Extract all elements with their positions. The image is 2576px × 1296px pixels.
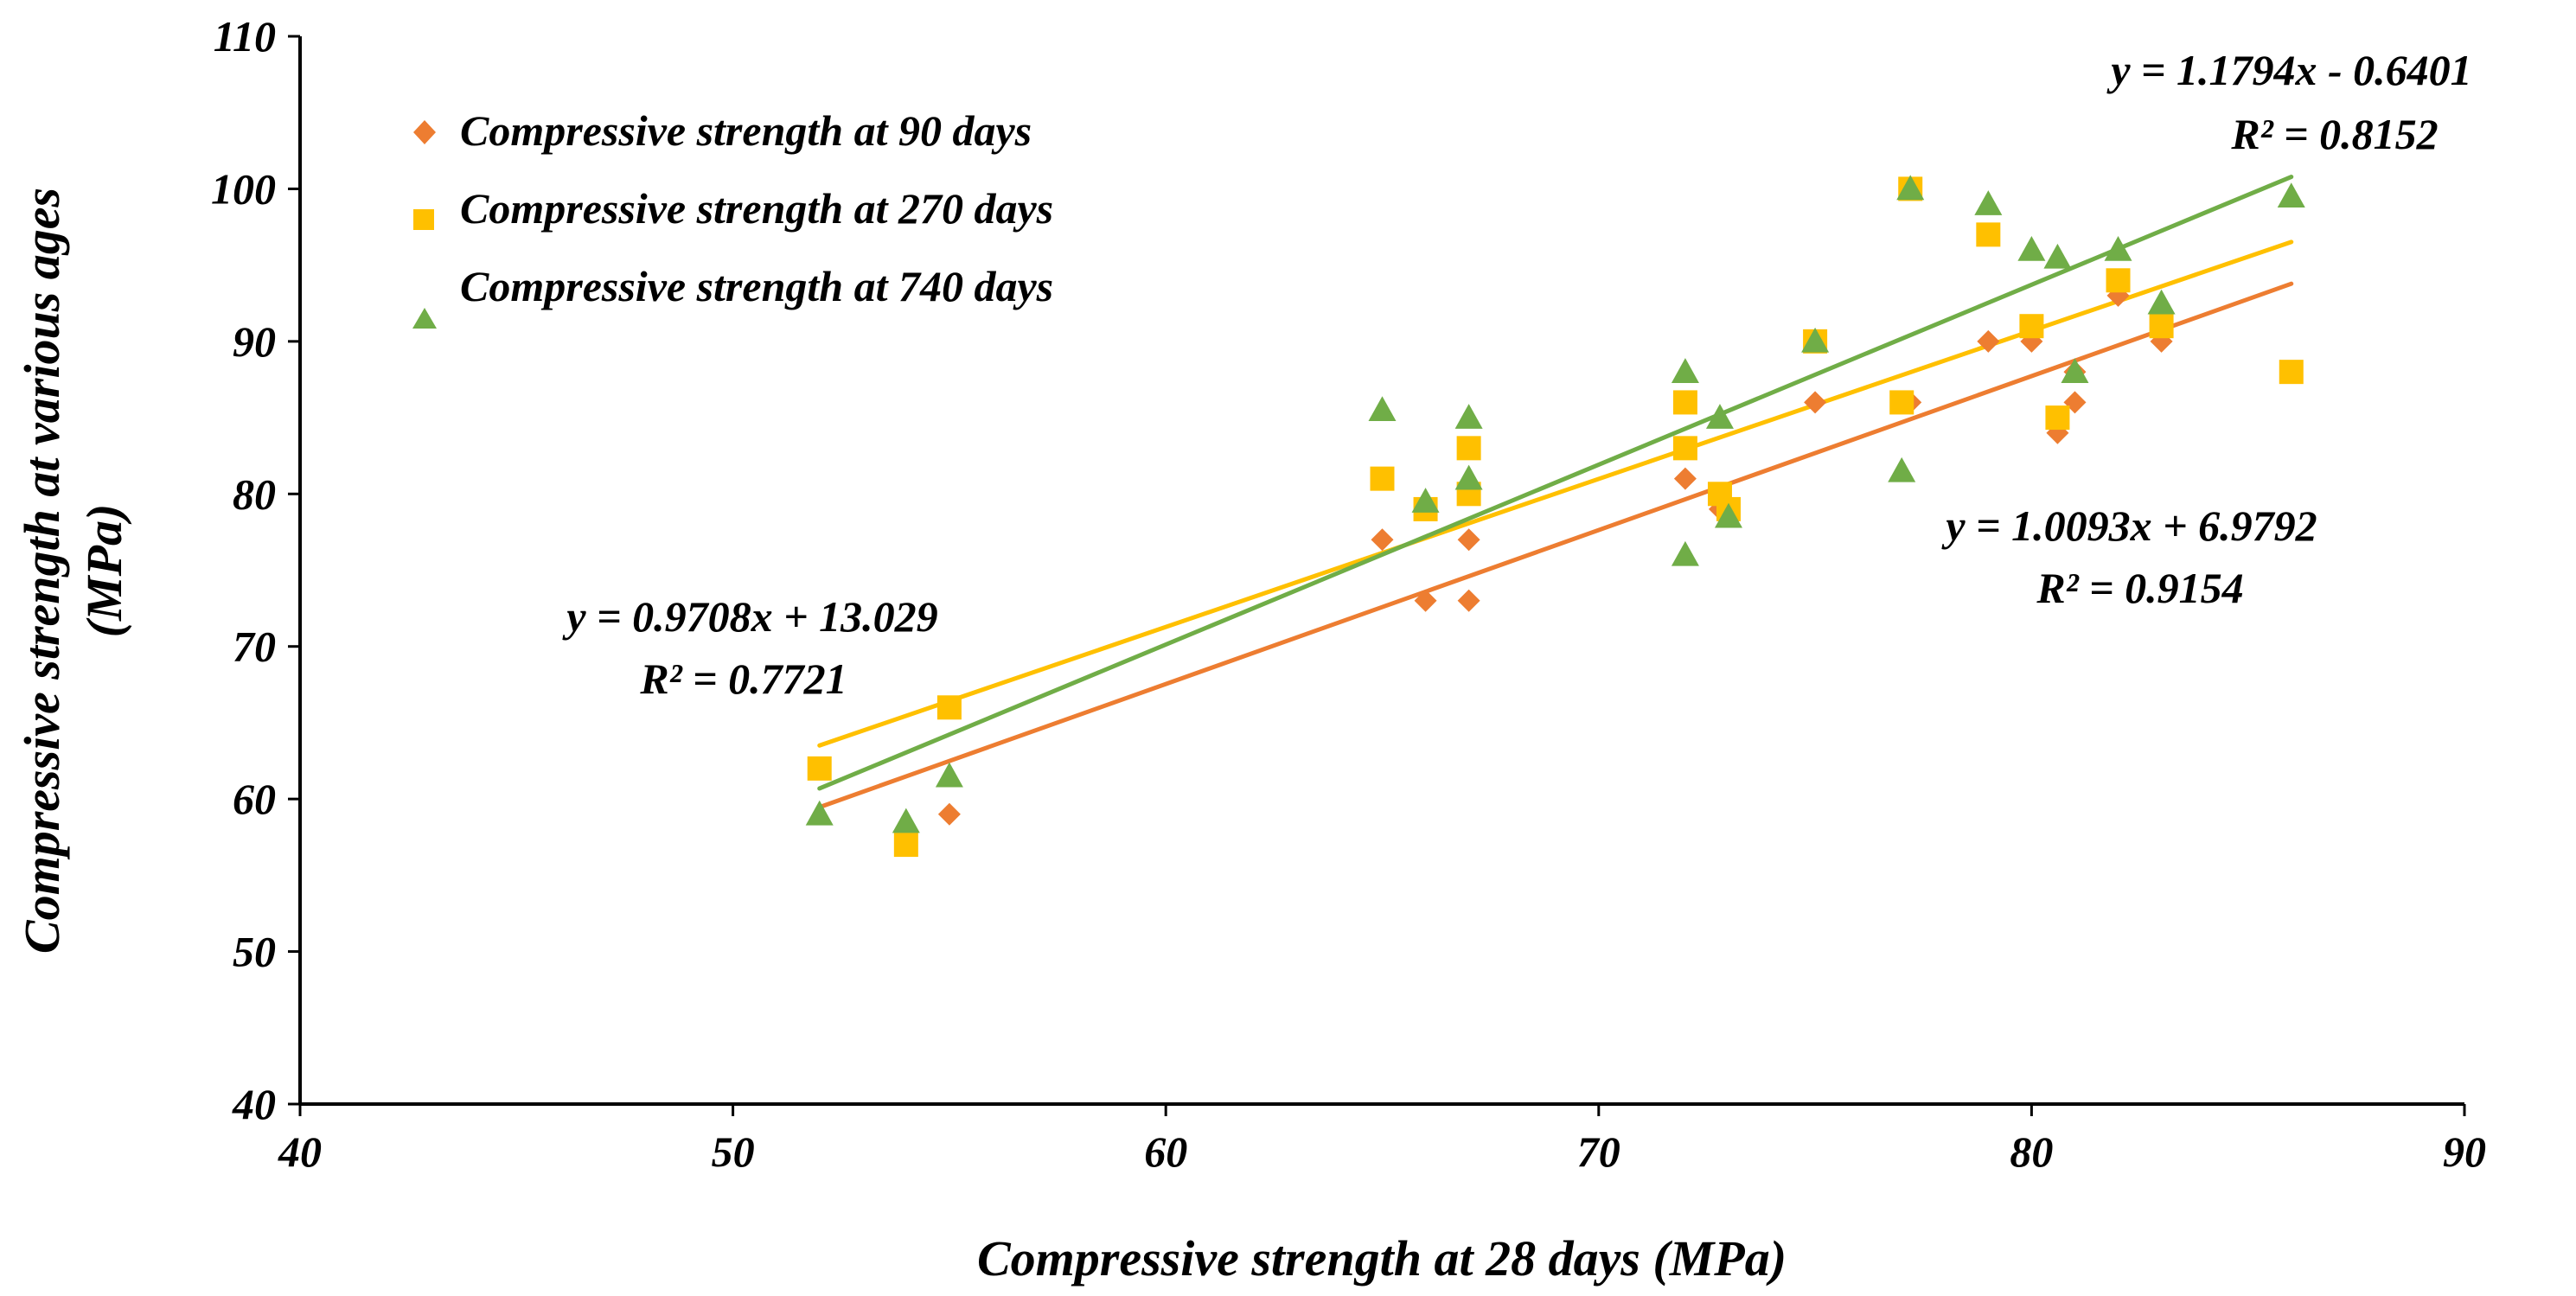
y-axis-title-line-1: Compressive strength at various ages	[14, 188, 70, 954]
annotation-270-equation: y = 0.9708x + 13.029	[562, 592, 937, 641]
data-point-740-days	[1454, 464, 1483, 490]
data-point-740-days	[2147, 289, 2176, 315]
data-point-740-days	[2104, 236, 2132, 261]
y-tick-label: 70	[233, 622, 276, 671]
data-point-740-days	[2277, 182, 2305, 208]
data-point-270-days	[2045, 405, 2070, 431]
data-point-90-days	[1673, 467, 1697, 490]
data-point-740-days	[1888, 456, 1916, 482]
annotation-740-equation: y = 1.1794x - 0.6401	[2106, 46, 2471, 94]
annotation-740-days: y = 1.1794x - 0.6401 R² = 0.8152	[2106, 46, 2471, 158]
legend-marker-740-days	[412, 308, 437, 329]
data-point-90-days	[1977, 329, 2000, 353]
data-point-740-days	[1671, 540, 1699, 566]
data-point-90-days	[1804, 391, 1827, 414]
data-point-740-days	[1801, 327, 1830, 353]
data-point-270-days	[1456, 436, 1481, 461]
annotation-270-days: y = 0.9708x + 13.029 R² = 0.7721	[562, 592, 937, 703]
annotation-90-r2: R² = 0.9154	[2036, 564, 2243, 612]
data-point-740-days	[1896, 175, 1925, 201]
data-point-270-days	[2279, 360, 2304, 385]
trendline-740-days	[817, 175, 2294, 791]
y-tick-label: 100	[211, 164, 276, 213]
data-point-270-days	[2019, 314, 2044, 339]
data-point-90-days	[1457, 528, 1480, 552]
data-point-740-days	[935, 762, 963, 788]
data-point-740-days	[2061, 358, 2089, 383]
data-point-270-days	[2106, 268, 2131, 293]
data-point-270-days	[936, 695, 962, 720]
data-point-270-days	[1370, 466, 1395, 491]
x-tick-label: 90	[2443, 1127, 2486, 1176]
y-tick-label: 40	[232, 1080, 276, 1128]
data-point-740-days	[1368, 396, 1397, 422]
data-point-270-days	[893, 833, 918, 858]
data-point-90-days	[1457, 589, 1480, 612]
data-point-740-days	[1671, 358, 1699, 383]
data-point-740-days	[1454, 404, 1483, 429]
data-point-270-days	[807, 756, 832, 781]
y-tick-label: 50	[233, 928, 276, 976]
x-tick-label: 40	[278, 1127, 322, 1176]
annotation-740-r2: R² = 0.8152	[2230, 110, 2438, 158]
trendline-270-days	[817, 239, 2294, 748]
data-point-270-days	[1889, 390, 1914, 415]
legend-label-740-days: Compressive strength at 740 days	[460, 262, 1053, 310]
data-point-740-days	[1411, 488, 1440, 513]
data-point-740-days	[1974, 190, 2003, 215]
trendline-90-days	[817, 281, 2294, 810]
x-tick-label: 50	[712, 1127, 755, 1176]
data-point-90-days	[1414, 589, 1437, 612]
data-point-740-days	[2043, 243, 2072, 269]
legend-marker-270-days	[413, 209, 434, 230]
axis-ticks: 40 50 60 70 80 90 40 50 60 70 80 90 100 110	[211, 12, 2486, 1176]
legend-label-90-days: Compressive strength at 90 days	[460, 106, 1032, 155]
annotation-90-days: y = 1.0093x + 6.9792 R² = 0.9154	[1941, 501, 2317, 612]
y-tick-label: 80	[233, 469, 276, 518]
x-axis-title: Compressive strength at 28 days (MPa)	[977, 1230, 1787, 1286]
annotation-270-r2: R² = 0.7721	[639, 654, 847, 703]
data-point-740-days	[2017, 236, 2046, 261]
plot-area	[805, 175, 2305, 858]
legend-label-270-days: Compressive strength at 270 days	[460, 184, 1053, 233]
data-point-270-days	[1672, 436, 1697, 461]
annotation-90-equation: y = 1.0093x + 6.9792	[1941, 501, 2317, 550]
y-tick-label: 110	[214, 12, 276, 61]
data-point-270-days	[1976, 222, 2001, 247]
x-tick-label: 70	[1577, 1127, 1620, 1176]
x-tick-label: 60	[1144, 1127, 1187, 1176]
legend: Compressive strength at 90 days Compress…	[412, 106, 1053, 329]
y-tick-label: 90	[233, 317, 276, 366]
x-tick-label: 80	[2010, 1127, 2053, 1176]
y-tick-label: 60	[233, 775, 276, 823]
data-point-270-days	[2149, 314, 2174, 339]
data-point-740-days	[1705, 404, 1734, 429]
data-point-740-days	[1714, 502, 1742, 528]
data-point-740-days	[892, 808, 920, 833]
y-axis-title-line-2: (MPa)	[76, 504, 132, 638]
data-point-740-days	[805, 800, 834, 826]
data-point-90-days	[937, 802, 961, 826]
data-point-270-days	[1672, 390, 1697, 415]
legend-marker-90-days	[413, 120, 436, 144]
data-point-90-days	[1371, 528, 1394, 552]
